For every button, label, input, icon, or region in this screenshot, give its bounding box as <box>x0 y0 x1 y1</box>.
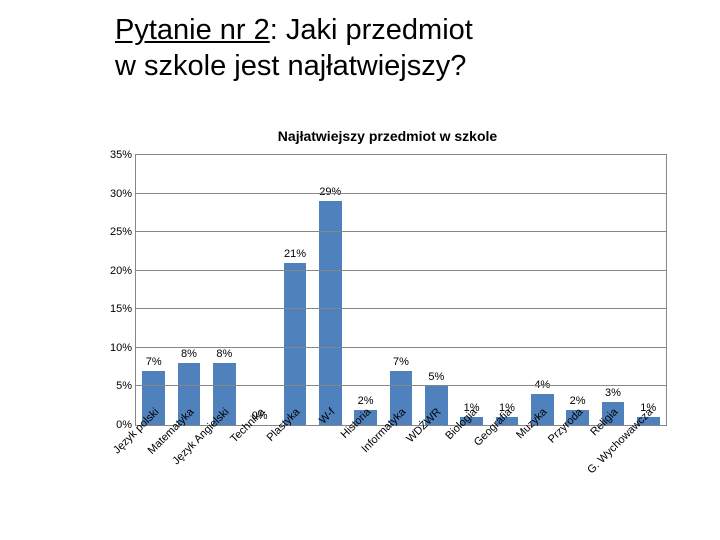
bar-value-label: 5% <box>419 371 454 383</box>
gridline <box>136 347 666 348</box>
y-tick-label: 10% <box>98 342 132 354</box>
y-tick-label: 25% <box>98 226 132 238</box>
bar-value-label: 8% <box>207 348 242 360</box>
y-tick-label: 20% <box>98 265 132 277</box>
gridline <box>136 231 666 232</box>
x-label-slot: Muzyka <box>524 398 559 498</box>
gridline <box>136 385 666 386</box>
slide: Pytanie nr 2: Jaki przedmiot w szkole je… <box>0 0 720 540</box>
chart-title: Najłatwiejszy przedmiot w szkole <box>95 128 680 144</box>
title-line1-underlined: Pytanie nr 2 <box>115 14 270 46</box>
bar-value-label: 7% <box>136 356 171 368</box>
y-tick-label: 15% <box>98 303 132 315</box>
title-line2: w szkole jest najłatwiejszy? <box>115 50 466 82</box>
x-tick-label: W-f <box>317 406 337 426</box>
gridline <box>136 270 666 271</box>
chart-plot: 7%8%8%0%21%29%2%7%5%1%1%4%2%3%1% 0%5%10%… <box>135 154 667 426</box>
x-label-slot: G. Wychowawcza <box>630 398 665 498</box>
x-label-slot: Informatyka <box>382 398 417 498</box>
y-tick-label: 5% <box>98 380 132 392</box>
x-label-slot: Biologia <box>453 398 488 498</box>
bar <box>319 201 342 425</box>
bar-value-label: 7% <box>383 356 418 368</box>
gridline <box>136 193 666 194</box>
y-tick-label: 0% <box>98 419 132 431</box>
chart: Najłatwiejszy przedmiot w szkole 7%8%8%0… <box>95 128 680 518</box>
x-label-slot: Geografia <box>488 398 523 498</box>
gridline <box>136 308 666 309</box>
slide-title: Pytanie nr 2: Jaki przedmiot w szkole je… <box>115 12 615 85</box>
x-label-slot: WDŻWR <box>418 398 453 498</box>
x-label-slot: W-f <box>312 398 347 498</box>
x-label-slot: Przyroda <box>559 398 594 498</box>
title-line1-rest: : Jaki przedmiot <box>270 14 473 46</box>
x-label-slot: Język Angielski <box>206 398 241 498</box>
x-label-slot: Technika <box>241 398 276 498</box>
x-label-slot: Plastyka <box>276 398 311 498</box>
y-tick-label: 35% <box>98 149 132 161</box>
chart-x-axis: Język polskiMatematykaJęzyk AngielskiTec… <box>135 398 665 498</box>
bar-value-label: 8% <box>171 348 206 360</box>
bar-value-label: 21% <box>277 248 312 260</box>
y-tick-label: 30% <box>98 188 132 200</box>
